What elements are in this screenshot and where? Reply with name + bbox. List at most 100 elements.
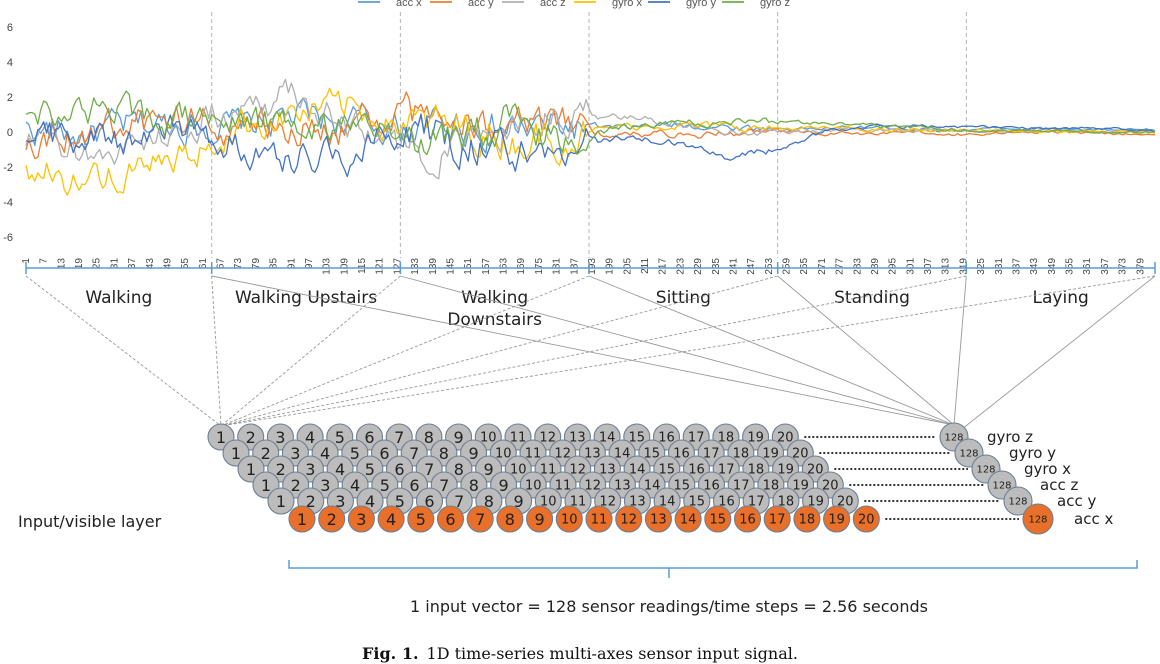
segment-connectors — [25, 275, 1156, 430]
node-label: 6 — [364, 428, 374, 447]
x-tick-label: 367 — [1100, 258, 1111, 275]
x-tick-label: 151 — [463, 258, 474, 275]
x-tick-label: 115 — [357, 258, 368, 274]
node-label: 2 — [306, 492, 316, 511]
node-label: 6 — [409, 476, 419, 495]
x-tick-label: 43 — [145, 258, 156, 270]
input-layer-label: Input/visible layer — [18, 512, 162, 531]
sensor-row: 1 2 3 4 5 6 7 8 9 10 11 12 13 14 15 16 17 18 19 20 128 acc x — [288, 503, 1113, 535]
node-label: 20 — [837, 495, 854, 510]
x-tick-label: 229 — [693, 258, 704, 275]
node-label: 20 — [792, 447, 809, 462]
node-label: 8 — [439, 444, 449, 463]
node-label: 3 — [320, 476, 330, 495]
input-node — [377, 505, 405, 533]
node-label: 13 — [629, 495, 646, 510]
connector-line — [211, 275, 222, 427]
node-label: 10 — [480, 431, 497, 446]
input-node — [526, 505, 554, 533]
node-label: 14 — [629, 463, 646, 478]
x-tick-label: 349 — [1047, 258, 1058, 275]
node-label: 1 — [276, 492, 286, 511]
x-tick-label: 163 — [499, 258, 510, 275]
x-axis: 1 7 13 19 25 31 37 43 49 55 61 67 73 79 85 91 97 103 109 11… — [21, 258, 1146, 275]
x-tick-label: 361 — [1082, 258, 1093, 275]
y-tick-label: -6 — [3, 232, 13, 244]
node-label: 8 — [469, 476, 479, 495]
sensor-row-label: acc x — [1074, 510, 1113, 528]
x-tick-label: 19 — [74, 258, 85, 270]
x-tick-label: 169 — [516, 258, 527, 275]
x-tick-label: 61 — [198, 258, 209, 270]
x-tick-label: 175 — [534, 258, 545, 275]
legend-entry: gyro y — [686, 0, 716, 9]
x-tick-label: 97 — [304, 258, 315, 270]
input-node — [852, 505, 880, 533]
connector-line — [400, 275, 955, 426]
x-tick-label: 109 — [339, 258, 350, 275]
input-node — [407, 505, 435, 533]
x-tick-label: 319 — [958, 258, 969, 275]
node-label: 1 — [261, 476, 271, 495]
node-label: 12 — [539, 431, 556, 446]
node-label: 3 — [290, 444, 300, 463]
connector-line — [953, 275, 967, 426]
node-label: 5 — [335, 428, 345, 447]
plot-area — [25, 12, 1156, 258]
y-tick-label: 6 — [7, 22, 13, 34]
node-label: 6 — [379, 444, 389, 463]
node-label: 1 — [231, 444, 241, 463]
x-tick-label: 193 — [587, 258, 598, 275]
node-label: 7 — [409, 444, 419, 463]
node-label: 15 — [644, 447, 661, 462]
node-label: 2 — [246, 428, 256, 447]
x-tick-label: 1 — [21, 258, 32, 264]
legend-entry: gyro x — [612, 0, 642, 9]
activity-label: Standing — [834, 288, 910, 308]
node-label: 20 — [822, 479, 839, 494]
x-tick-label: 73 — [233, 258, 244, 270]
y-axis: 6 4 2 0 -2 -4 -6 — [3, 22, 13, 244]
node-label: 4 — [320, 444, 330, 463]
x-tick-label: 181 — [552, 258, 563, 275]
node-label: 17 — [688, 431, 705, 446]
x-tick-label: 259 — [782, 258, 793, 275]
node-label: 16 — [688, 463, 705, 478]
node-label: 5 — [380, 476, 390, 495]
node-label: 4 — [350, 476, 360, 495]
x-tick-label: 271 — [817, 258, 828, 275]
figure-caption: Fig. 1. 1D time-series multi-axes sensor … — [362, 644, 798, 663]
node-label: 11 — [540, 463, 557, 478]
node-label: 11 — [525, 447, 542, 462]
input-node — [823, 505, 851, 533]
connector-line — [777, 275, 955, 426]
x-tick-label: 31 — [109, 258, 120, 270]
x-tick-label: 127 — [392, 258, 403, 275]
sensor-row-label: gyro z — [987, 428, 1033, 446]
input-node-last — [1003, 486, 1033, 516]
legend-entry: acc x — [396, 0, 422, 9]
x-tick-label: 295 — [888, 258, 899, 275]
x-tick-label: 277 — [835, 258, 846, 275]
node-label: 16 — [658, 431, 675, 446]
series-line — [25, 114, 1156, 178]
node-label: 5 — [395, 492, 405, 511]
x-tick-label: 337 — [1012, 258, 1023, 275]
connector-line — [25, 275, 222, 427]
legend-entry: acc z — [540, 0, 566, 9]
node-label: 8 — [424, 428, 434, 447]
x-tick-label: 13 — [56, 258, 67, 270]
x-tick-label: 379 — [1135, 258, 1146, 275]
node-label: 18 — [778, 495, 795, 510]
node-label: 17 — [769, 513, 786, 528]
x-tick-label: 133 — [410, 258, 421, 275]
x-tick-label: 313 — [941, 258, 952, 275]
node-label: 19 — [747, 431, 764, 446]
node-label: 10 — [561, 513, 578, 528]
node-label: 6 — [394, 460, 404, 479]
node-label: 20 — [858, 513, 875, 528]
node-label: 13 — [584, 447, 601, 462]
input-node — [793, 505, 821, 533]
input-layer-diagram: 1 2 3 4 5 6 7 8 9 10 11 12 13 14 15 16 17 18 19 20 128 gyro z… — [207, 422, 1113, 535]
node-label: 14 — [644, 479, 661, 494]
